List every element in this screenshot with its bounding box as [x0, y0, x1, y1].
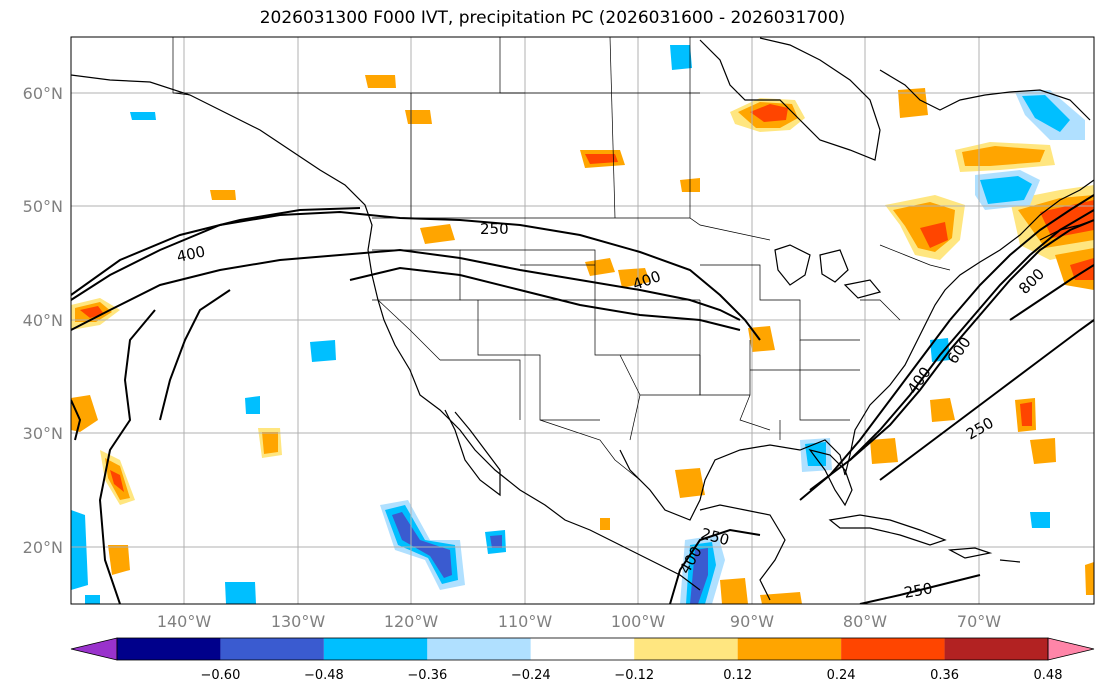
colorbar-labels: −0.60 −0.48 −0.36 −0.24 −0.12 0.12 0.24 0.36 0.4… — [201, 668, 1063, 683]
colorbar-segment — [944, 638, 1048, 660]
colorbar-segment — [220, 638, 324, 660]
colorbar-tick-label: 0.12 — [723, 668, 752, 683]
lon-label: 130°W — [271, 612, 326, 631]
positive-precip-areas — [71, 75, 1094, 604]
latitude-labels: 60°N 50°N 40°N 30°N 20°N — [23, 84, 63, 557]
colorbar-tick-label: −0.12 — [614, 668, 654, 683]
colorbar-extend-low — [70, 637, 118, 661]
lon-label: 110°W — [498, 612, 553, 631]
lon-label: 100°W — [611, 612, 666, 631]
coastlines — [71, 37, 1094, 601]
lon-label: 80°W — [843, 612, 887, 631]
colorbar-tick-label: −0.48 — [304, 668, 344, 683]
political-borders — [172, 37, 951, 481]
lon-label: 140°W — [157, 612, 212, 631]
ivt-contours — [71, 194, 1094, 604]
colorbar-segment — [841, 638, 945, 660]
map-border — [70, 36, 1095, 605]
lat-label: 60°N — [23, 84, 63, 103]
contour-label: 250 — [480, 220, 509, 238]
colorbar-segment — [117, 638, 221, 660]
colorbar-border — [116, 637, 1049, 661]
colorbar-segment — [427, 638, 531, 660]
colorbar-segment — [634, 638, 738, 660]
lat-label: 40°N — [23, 311, 63, 330]
contour-label: 400 — [175, 242, 207, 266]
colorbar-segment — [323, 638, 428, 660]
contour-label: 250 — [903, 579, 934, 602]
colorbar-tick-label: 0.48 — [1034, 668, 1063, 683]
lon-label: 90°W — [730, 612, 774, 631]
lat-label: 50°N — [23, 197, 63, 216]
colorbar-tick-label: −0.36 — [407, 668, 447, 683]
colorbar-tick-label: −0.24 — [511, 668, 551, 683]
colorbar-segment — [737, 638, 842, 660]
lat-label: 30°N — [23, 424, 63, 443]
longitude-labels: 140°W 130°W 120°W 110°W 100°W 90°W 80°W … — [157, 612, 1001, 631]
lon-label: 70°W — [957, 612, 1001, 631]
colorbar-segment — [530, 638, 635, 660]
colorbar-extend-high — [1047, 637, 1095, 661]
colorbar-tick-label: 0.24 — [827, 668, 856, 683]
colorbar-tick-label: 0.36 — [930, 668, 959, 683]
colorbar-tick-label: −0.60 — [201, 668, 241, 683]
lat-label: 20°N — [23, 538, 63, 557]
map-title: 2026031300 F000 IVT, precipitation PC (2… — [259, 8, 846, 28]
colorbar — [70, 637, 1095, 661]
lon-label: 120°W — [384, 612, 439, 631]
